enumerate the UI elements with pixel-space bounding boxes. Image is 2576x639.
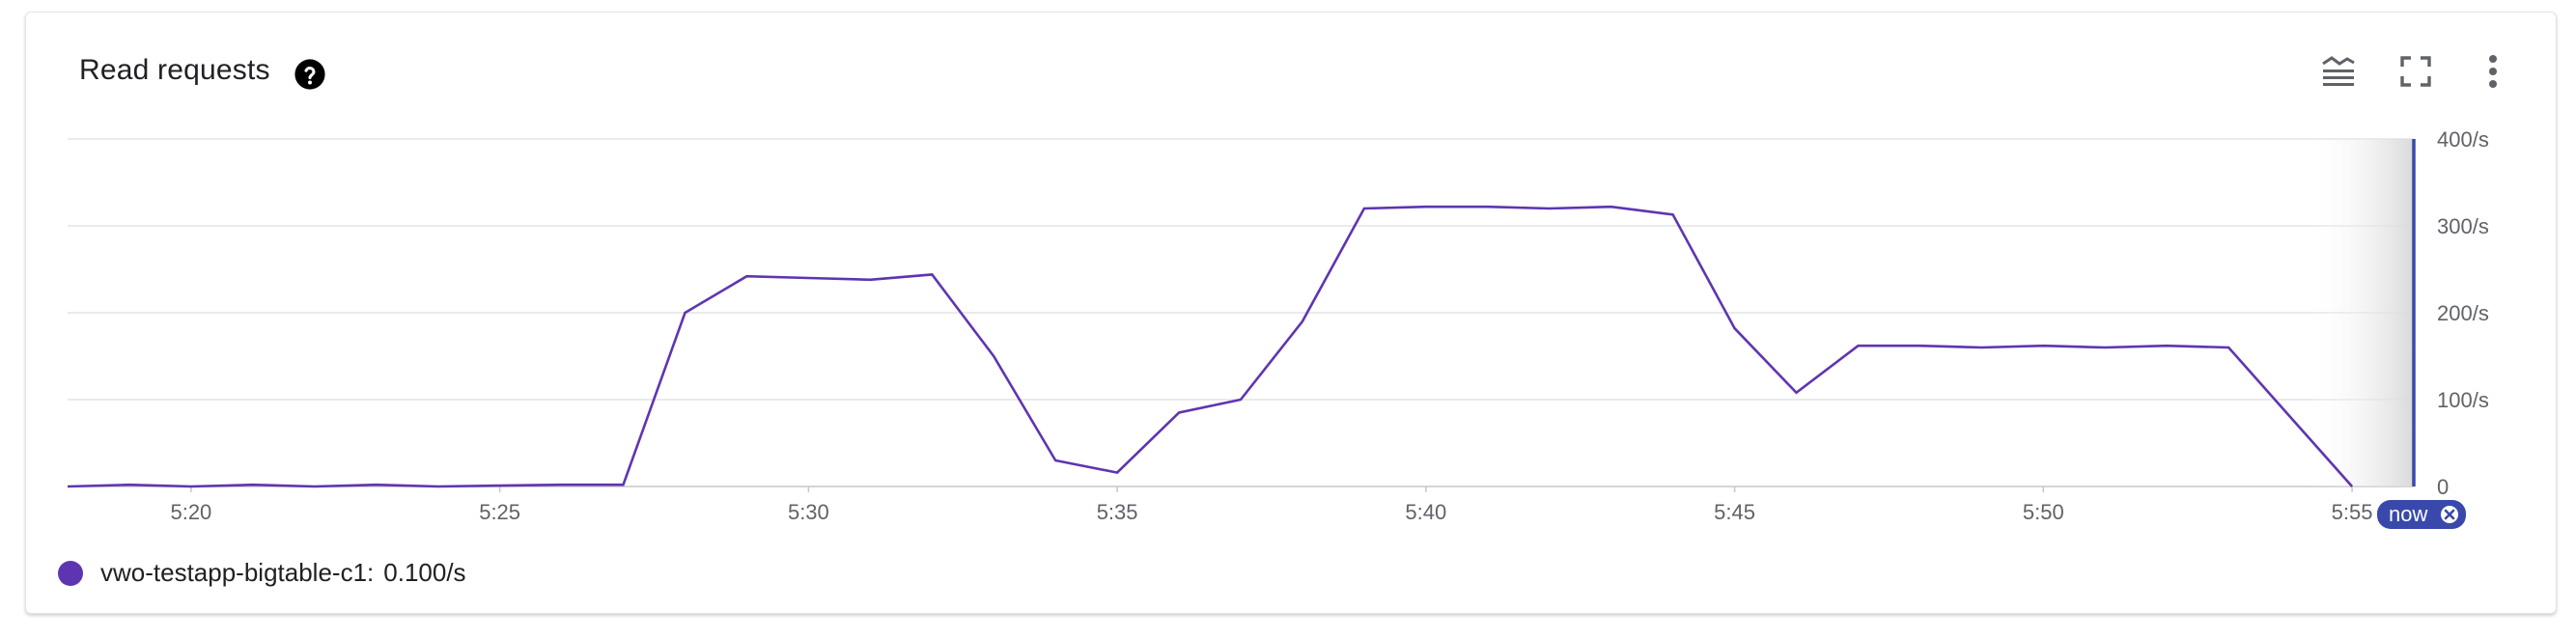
data-point bbox=[2349, 484, 2355, 489]
now-chip-label: now bbox=[2389, 502, 2427, 526]
data-point bbox=[65, 484, 70, 489]
data-point bbox=[1855, 343, 1861, 348]
data-point bbox=[805, 275, 811, 281]
data-point bbox=[1670, 211, 1676, 217]
data-point bbox=[867, 277, 873, 283]
data-point bbox=[1732, 325, 1738, 331]
x-tick-label: 5:45 bbox=[1714, 500, 1755, 524]
data-point bbox=[991, 353, 996, 359]
legend-toggle-button[interactable] bbox=[2315, 48, 2362, 95]
data-point bbox=[1547, 206, 1553, 211]
more-options-button[interactable] bbox=[2470, 48, 2516, 95]
chart-title: Read requests bbox=[79, 54, 270, 86]
x-tick-label: 5:30 bbox=[788, 500, 829, 524]
data-point bbox=[929, 271, 935, 277]
now-shade-region bbox=[2308, 139, 2414, 486]
data-point bbox=[1794, 390, 1800, 396]
now-chip[interactable]: now bbox=[2377, 500, 2466, 529]
data-point bbox=[682, 310, 687, 316]
data-point bbox=[250, 482, 256, 487]
help-circle-icon[interactable] bbox=[294, 58, 326, 91]
data-point bbox=[1609, 204, 1614, 209]
data-point bbox=[374, 482, 379, 487]
x-tick-label: 5:25 bbox=[479, 500, 520, 524]
data-point bbox=[1917, 343, 1922, 348]
y-tick-label: 0 bbox=[2437, 475, 2449, 499]
x-tick-label: 5:40 bbox=[1405, 500, 1446, 524]
data-point bbox=[126, 482, 132, 487]
x-tick-label: 5:50 bbox=[2023, 500, 2064, 524]
y-tick-label: 400/s bbox=[2437, 127, 2489, 152]
data-point bbox=[743, 273, 749, 279]
series-line-vwo-testapp-bigtable-c1 bbox=[67, 205, 2354, 488]
data-point bbox=[1052, 458, 1058, 463]
data-point bbox=[1300, 319, 1305, 324]
legend-series-name: vwo-testapp-bigtable-c1: bbox=[100, 558, 375, 587]
y-tick-label: 200/s bbox=[2437, 301, 2489, 325]
fullscreen-icon bbox=[2400, 56, 2431, 87]
data-point bbox=[497, 483, 503, 488]
data-point bbox=[1238, 397, 1244, 403]
close-icon[interactable] bbox=[2441, 506, 2458, 523]
data-point bbox=[2287, 414, 2293, 420]
x-tick-label: 5:55 bbox=[2332, 500, 2373, 524]
data-point bbox=[312, 484, 318, 489]
data-point bbox=[1361, 206, 1367, 211]
data-point bbox=[1485, 204, 1491, 209]
more-vert-icon bbox=[2489, 55, 2497, 88]
legend-series-value: 0.100/s bbox=[383, 558, 466, 587]
data-point bbox=[1423, 204, 1429, 209]
data-point bbox=[1978, 345, 1984, 350]
data-point bbox=[559, 482, 565, 487]
y-tick-label: 300/s bbox=[2437, 214, 2489, 238]
data-point bbox=[2164, 343, 2170, 348]
x-tick-label: 5:20 bbox=[170, 500, 211, 524]
legend-swatch bbox=[58, 560, 83, 586]
data-point bbox=[621, 482, 627, 487]
legend-toggle-icon bbox=[2322, 56, 2355, 86]
data-point bbox=[188, 484, 194, 489]
data-point bbox=[2040, 343, 2046, 348]
data-point bbox=[1176, 410, 1182, 416]
data-point bbox=[2102, 345, 2108, 350]
data-point bbox=[2226, 345, 2231, 350]
legend: vwo-testapp-bigtable-c1: 0.100/s bbox=[58, 558, 466, 588]
data-point bbox=[435, 484, 441, 489]
data-point bbox=[1114, 470, 1120, 476]
x-tick-label: 5:35 bbox=[1097, 500, 1138, 524]
y-tick-label: 100/s bbox=[2437, 388, 2489, 412]
fullscreen-button[interactable] bbox=[2393, 48, 2439, 95]
